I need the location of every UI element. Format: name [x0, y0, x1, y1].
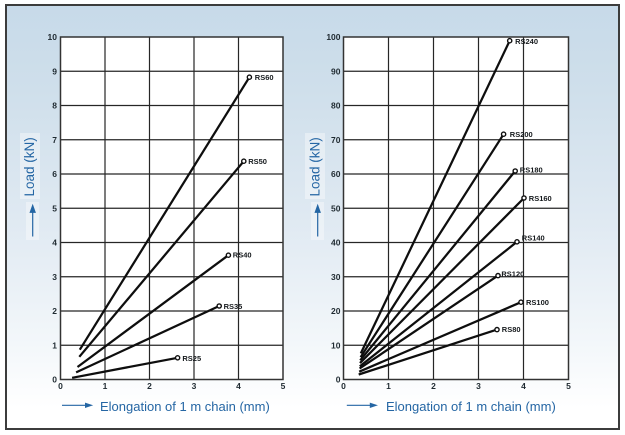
svg-text:9: 9 [52, 66, 57, 76]
svg-text:RS120: RS120 [501, 269, 524, 278]
svg-text:90: 90 [331, 66, 341, 76]
svg-text:Load (kN): Load (kN) [307, 137, 322, 196]
svg-text:1: 1 [103, 381, 108, 391]
svg-text:Elongation of 1 m chain (mm): Elongation of 1 m chain (mm) [100, 399, 270, 414]
svg-text:3: 3 [52, 272, 57, 282]
svg-text:6: 6 [52, 169, 57, 179]
svg-text:10: 10 [331, 340, 341, 350]
svg-text:20: 20 [331, 306, 341, 316]
svg-text:1: 1 [52, 340, 57, 350]
svg-text:RS35: RS35 [224, 302, 243, 311]
svg-text:0: 0 [336, 375, 341, 385]
svg-text:3: 3 [476, 381, 481, 391]
svg-text:RS80: RS80 [502, 325, 521, 334]
svg-text:0: 0 [52, 375, 57, 385]
svg-text:5: 5 [52, 203, 57, 213]
svg-text:60: 60 [331, 169, 341, 179]
svg-text:RS200: RS200 [510, 130, 533, 139]
svg-text:2: 2 [52, 306, 57, 316]
svg-text:10: 10 [48, 32, 58, 42]
svg-text:100: 100 [326, 32, 340, 42]
svg-text:50: 50 [331, 203, 341, 213]
svg-text:RS50: RS50 [248, 157, 267, 166]
svg-text:RS25: RS25 [182, 354, 201, 363]
svg-text:3: 3 [192, 381, 197, 391]
svg-text:7: 7 [52, 135, 57, 145]
svg-text:RS40: RS40 [233, 251, 252, 260]
svg-text:4: 4 [52, 238, 57, 248]
svg-text:Elongation of 1 m chain (mm): Elongation of 1 m chain (mm) [386, 399, 556, 414]
svg-text:1: 1 [386, 381, 391, 391]
svg-text:30: 30 [331, 272, 341, 282]
svg-text:RS100: RS100 [526, 298, 549, 307]
svg-text:Load (kN): Load (kN) [22, 137, 37, 196]
svg-text:80: 80 [331, 101, 341, 111]
svg-text:40: 40 [331, 238, 341, 248]
svg-text:4: 4 [236, 381, 241, 391]
svg-text:8: 8 [52, 101, 57, 111]
svg-text:5: 5 [566, 381, 571, 391]
svg-text:RS140: RS140 [522, 234, 545, 243]
svg-text:2: 2 [431, 381, 436, 391]
svg-text:RS180: RS180 [520, 165, 543, 174]
svg-text:RS160: RS160 [529, 194, 552, 203]
svg-text:0: 0 [341, 381, 346, 391]
svg-text:RS60: RS60 [255, 73, 274, 82]
svg-text:4: 4 [521, 381, 526, 391]
svg-text:0: 0 [58, 381, 63, 391]
svg-text:2: 2 [147, 381, 152, 391]
svg-text:5: 5 [281, 381, 286, 391]
svg-text:RS240: RS240 [515, 37, 538, 46]
svg-text:70: 70 [331, 135, 341, 145]
